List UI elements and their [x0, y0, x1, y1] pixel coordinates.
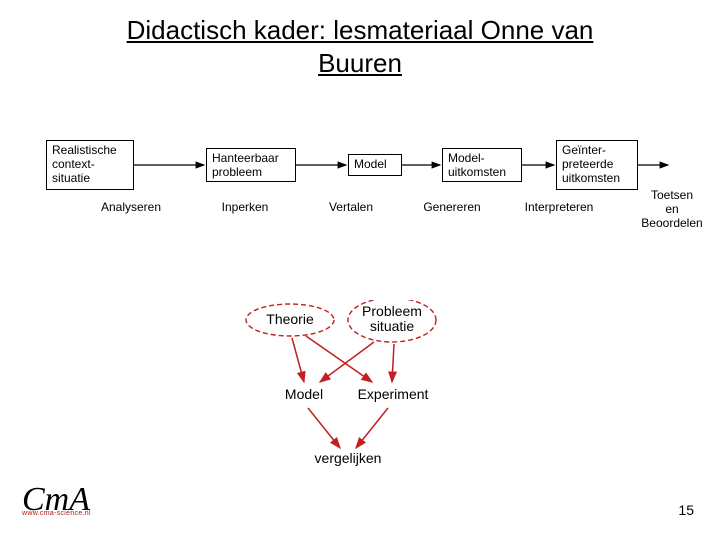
d2-theorie: Theorie: [258, 311, 322, 327]
flow-under-analyseren: Analyseren: [86, 200, 176, 214]
page-number: 15: [678, 502, 694, 518]
title-line-2: Buuren: [318, 48, 402, 78]
logo-subtext: www.cma-science.nl: [22, 510, 102, 517]
flow-node-label: Hanteerbaarprobleem: [212, 151, 279, 179]
flow-node-label: Realistischecontext-situatie: [52, 143, 117, 185]
flow-node-label: Geïnter-preteerdeuitkomsten: [562, 143, 620, 185]
d2-experiment: Experiment: [352, 386, 434, 402]
slide-title: Didactisch kader: lesmateriaal Onne van …: [0, 14, 720, 79]
flow-under-toetsen: Toetsen en Beoordelen: [636, 188, 708, 230]
d2-vergelijken: vergelijken: [308, 450, 388, 466]
flow-node-label: Model-uitkomsten: [448, 151, 506, 179]
flow-node-realistische: Realistischecontext-situatie: [46, 140, 134, 190]
logo-text: CmA: [22, 490, 102, 510]
flow-under-vertalen: Vertalen: [316, 200, 386, 214]
flow-node-modeluitkomsten: Model-uitkomsten: [442, 148, 522, 182]
flow-node-model: Model: [348, 154, 402, 176]
flow-node-label: Model: [354, 157, 387, 171]
lower-diagram: Theorie Probleem situatie Model Experime…: [0, 300, 720, 480]
flow-under-genereren: Genereren: [412, 200, 492, 214]
flow-node-hanteerbaar: Hanteerbaarprobleem: [206, 148, 296, 182]
logo: CmA www.cma-science.nl: [22, 490, 102, 528]
flow-node-geinterpreteerde: Geïnter-preteerdeuitkomsten: [556, 140, 638, 190]
title-line-1: Didactisch kader: lesmateriaal Onne van: [127, 15, 594, 45]
flow-under-interpreteren: Interpreteren: [514, 200, 604, 214]
flowchart: Realistischecontext-situatie Hanteerbaar…: [0, 140, 720, 260]
d2-probleem: Probleem situatie: [356, 304, 428, 333]
d2-model: Model: [276, 386, 332, 402]
flow-under-inperken: Inperken: [210, 200, 280, 214]
